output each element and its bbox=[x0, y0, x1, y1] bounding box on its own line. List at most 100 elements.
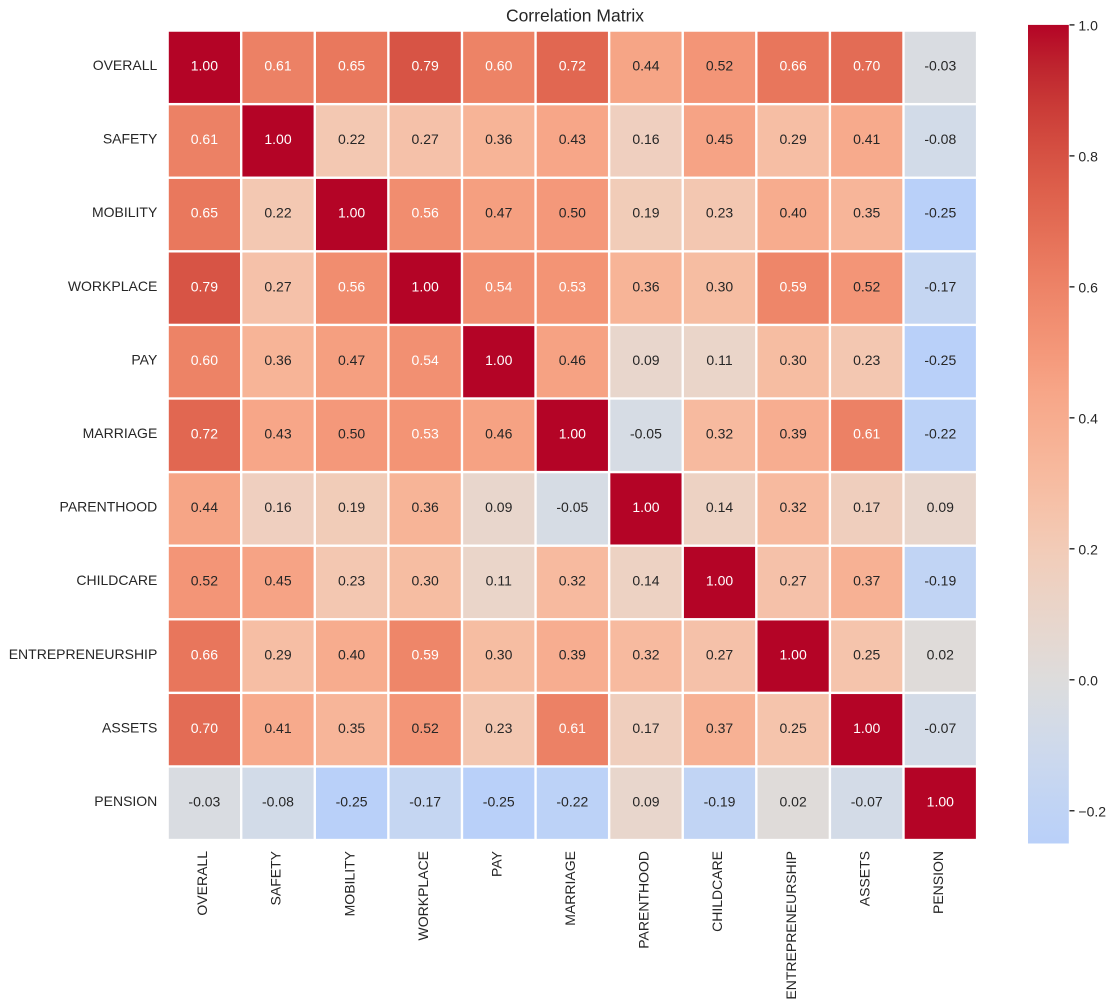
svg-text:-0.05: -0.05 bbox=[556, 499, 588, 515]
svg-text:WORKPLACE: WORKPLACE bbox=[415, 851, 431, 940]
svg-text:0.19: 0.19 bbox=[632, 205, 659, 221]
svg-text:1.00: 1.00 bbox=[338, 205, 365, 221]
svg-text:0.61: 0.61 bbox=[853, 426, 880, 442]
svg-text:-0.19: -0.19 bbox=[704, 793, 736, 809]
svg-text:−0.2: −0.2 bbox=[1078, 804, 1106, 820]
svg-text:0.47: 0.47 bbox=[338, 352, 365, 368]
svg-text:0.53: 0.53 bbox=[412, 426, 439, 442]
svg-text:0.27: 0.27 bbox=[706, 646, 733, 662]
svg-text:0.11: 0.11 bbox=[486, 573, 512, 589]
svg-text:ASSETS: ASSETS bbox=[856, 851, 872, 906]
svg-text:0.0: 0.0 bbox=[1078, 673, 1098, 689]
svg-text:0.70: 0.70 bbox=[853, 58, 880, 74]
svg-text:-0.22: -0.22 bbox=[556, 793, 588, 809]
svg-text:MOBILITY: MOBILITY bbox=[92, 204, 158, 220]
svg-text:0.27: 0.27 bbox=[779, 573, 806, 589]
svg-text:0.52: 0.52 bbox=[706, 58, 733, 74]
svg-text:0.61: 0.61 bbox=[264, 58, 291, 74]
svg-text:0.27: 0.27 bbox=[412, 131, 439, 147]
svg-text:-0.08: -0.08 bbox=[924, 131, 956, 147]
svg-text:0.56: 0.56 bbox=[412, 205, 439, 221]
svg-text:MOBILITY: MOBILITY bbox=[341, 850, 357, 916]
svg-text:1.00: 1.00 bbox=[632, 499, 659, 515]
svg-text:SAFETY: SAFETY bbox=[103, 131, 158, 147]
svg-text:0.60: 0.60 bbox=[485, 58, 512, 74]
svg-text:CHILDCARE: CHILDCARE bbox=[709, 851, 725, 932]
svg-text:0.72: 0.72 bbox=[191, 426, 218, 442]
svg-text:0.59: 0.59 bbox=[779, 278, 806, 294]
svg-text:1.00: 1.00 bbox=[412, 278, 439, 294]
svg-text:0.23: 0.23 bbox=[338, 573, 365, 589]
svg-text:0.37: 0.37 bbox=[706, 720, 733, 736]
svg-text:0.52: 0.52 bbox=[853, 278, 880, 294]
svg-text:0.23: 0.23 bbox=[485, 720, 512, 736]
svg-text:0.79: 0.79 bbox=[191, 278, 218, 294]
svg-text:-0.07: -0.07 bbox=[924, 720, 956, 736]
svg-text:0.65: 0.65 bbox=[338, 58, 365, 74]
svg-text:0.70: 0.70 bbox=[191, 720, 218, 736]
svg-text:0.32: 0.32 bbox=[632, 646, 659, 662]
svg-text:ENTREPRENEURSHIP: ENTREPRENEURSHIP bbox=[9, 646, 158, 662]
svg-text:0.02: 0.02 bbox=[779, 793, 806, 809]
svg-text:0.56: 0.56 bbox=[338, 278, 365, 294]
svg-text:0.09: 0.09 bbox=[632, 352, 659, 368]
svg-text:1.0: 1.0 bbox=[1078, 18, 1098, 34]
svg-text:0.22: 0.22 bbox=[338, 131, 365, 147]
svg-text:-0.25: -0.25 bbox=[924, 352, 956, 368]
svg-text:0.30: 0.30 bbox=[412, 573, 439, 589]
svg-text:0.79: 0.79 bbox=[412, 58, 439, 74]
svg-text:-0.25: -0.25 bbox=[924, 205, 956, 221]
svg-text:0.23: 0.23 bbox=[706, 205, 733, 221]
svg-text:1.00: 1.00 bbox=[485, 352, 512, 368]
svg-text:MARRIAGE: MARRIAGE bbox=[83, 425, 158, 441]
svg-text:CHILDCARE: CHILDCARE bbox=[76, 572, 157, 588]
svg-text:MARRIAGE: MARRIAGE bbox=[562, 851, 578, 926]
svg-text:0.40: 0.40 bbox=[338, 646, 365, 662]
svg-text:0.09: 0.09 bbox=[485, 499, 512, 515]
svg-text:0.46: 0.46 bbox=[485, 426, 512, 442]
svg-text:1.00: 1.00 bbox=[706, 573, 733, 589]
svg-text:0.37: 0.37 bbox=[853, 573, 880, 589]
svg-text:1.00: 1.00 bbox=[927, 793, 954, 809]
svg-text:0.36: 0.36 bbox=[632, 278, 659, 294]
svg-text:0.16: 0.16 bbox=[264, 499, 291, 515]
svg-text:-0.22: -0.22 bbox=[924, 426, 956, 442]
svg-text:0.54: 0.54 bbox=[485, 278, 512, 294]
svg-text:1.00: 1.00 bbox=[559, 426, 586, 442]
svg-text:1.00: 1.00 bbox=[264, 131, 291, 147]
svg-text:0.16: 0.16 bbox=[632, 131, 659, 147]
svg-text:0.11: 0.11 bbox=[706, 352, 732, 368]
svg-text:-0.17: -0.17 bbox=[924, 278, 956, 294]
svg-text:0.53: 0.53 bbox=[559, 278, 586, 294]
svg-text:WORKPLACE: WORKPLACE bbox=[68, 278, 157, 294]
svg-text:0.45: 0.45 bbox=[706, 131, 733, 147]
svg-text:0.39: 0.39 bbox=[779, 426, 806, 442]
svg-text:0.59: 0.59 bbox=[412, 646, 439, 662]
svg-text:0.36: 0.36 bbox=[412, 499, 439, 515]
svg-text:0.30: 0.30 bbox=[779, 352, 806, 368]
svg-text:0.6: 0.6 bbox=[1078, 280, 1098, 296]
svg-text:1.00: 1.00 bbox=[853, 720, 880, 736]
svg-text:1.00: 1.00 bbox=[191, 58, 218, 74]
svg-text:0.29: 0.29 bbox=[779, 131, 806, 147]
svg-text:0.61: 0.61 bbox=[559, 720, 586, 736]
svg-text:OVERALL: OVERALL bbox=[194, 851, 210, 916]
svg-text:-0.03: -0.03 bbox=[188, 793, 220, 809]
svg-text:0.41: 0.41 bbox=[264, 720, 291, 736]
svg-text:PENSION: PENSION bbox=[94, 793, 157, 809]
svg-text:0.30: 0.30 bbox=[485, 646, 512, 662]
svg-text:0.4: 0.4 bbox=[1078, 411, 1098, 427]
svg-text:PAY: PAY bbox=[488, 850, 504, 877]
svg-text:ASSETS: ASSETS bbox=[102, 719, 157, 735]
svg-text:0.43: 0.43 bbox=[559, 131, 586, 147]
svg-text:PARENTHOOD: PARENTHOOD bbox=[60, 499, 158, 515]
svg-text:0.65: 0.65 bbox=[191, 205, 218, 221]
svg-text:0.14: 0.14 bbox=[632, 573, 659, 589]
svg-text:0.61: 0.61 bbox=[191, 131, 218, 147]
svg-text:0.8: 0.8 bbox=[1078, 149, 1098, 165]
svg-text:0.50: 0.50 bbox=[559, 205, 586, 221]
svg-text:0.39: 0.39 bbox=[559, 646, 586, 662]
svg-text:0.17: 0.17 bbox=[632, 720, 659, 736]
svg-text:0.02: 0.02 bbox=[927, 646, 954, 662]
svg-text:0.25: 0.25 bbox=[779, 720, 806, 736]
